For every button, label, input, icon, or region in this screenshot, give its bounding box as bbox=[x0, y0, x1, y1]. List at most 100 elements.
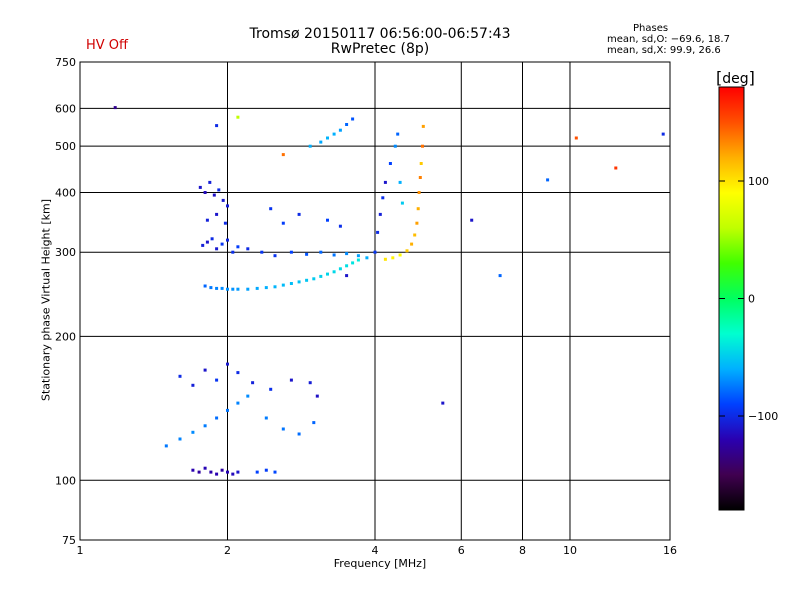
data-point bbox=[546, 178, 550, 182]
data-point bbox=[236, 401, 240, 405]
plot-frame bbox=[79, 61, 671, 541]
data-point bbox=[415, 221, 419, 225]
data-point bbox=[203, 368, 207, 372]
data-point bbox=[338, 128, 342, 132]
data-point bbox=[297, 212, 301, 216]
data-point bbox=[220, 468, 224, 472]
data-point bbox=[203, 466, 207, 470]
data-point bbox=[246, 247, 250, 251]
chart-title: Tromsø 20150117 06:56:00-06:57:43 bbox=[249, 26, 511, 42]
data-point bbox=[398, 253, 402, 257]
data-point bbox=[210, 237, 214, 241]
chart-subtitle: RwPretec (8p) bbox=[330, 41, 430, 57]
data-point bbox=[574, 136, 578, 140]
data-point bbox=[246, 287, 250, 291]
x-tick-label: 10 bbox=[563, 544, 577, 557]
data-point bbox=[269, 207, 273, 211]
data-point bbox=[312, 421, 316, 425]
data-point bbox=[178, 437, 182, 441]
data-point bbox=[326, 218, 329, 222]
data-point bbox=[236, 470, 240, 474]
y-tick-label: 75 bbox=[62, 534, 76, 547]
data-point bbox=[351, 261, 355, 265]
y-tick-label: 500 bbox=[55, 140, 76, 153]
data-point bbox=[356, 258, 360, 262]
data-point bbox=[289, 282, 293, 285]
data-point bbox=[255, 286, 259, 290]
data-point bbox=[400, 201, 404, 205]
data-point bbox=[418, 176, 422, 179]
data-point bbox=[281, 283, 285, 287]
data-point bbox=[308, 381, 312, 385]
data-point bbox=[365, 256, 369, 260]
data-point bbox=[381, 196, 385, 200]
data-points bbox=[113, 106, 665, 476]
data-point bbox=[226, 470, 229, 474]
data-point bbox=[345, 264, 349, 268]
x-tick-label: 2 bbox=[224, 544, 231, 557]
data-point bbox=[209, 286, 213, 290]
x-tick-label: 8 bbox=[519, 544, 526, 557]
x-tick-label: 4 bbox=[372, 544, 379, 557]
x-tick-label: 6 bbox=[458, 544, 465, 557]
data-point bbox=[388, 162, 392, 165]
data-point bbox=[231, 250, 235, 254]
data-point bbox=[319, 250, 323, 254]
data-point bbox=[217, 188, 221, 192]
grid-lines bbox=[79, 61, 671, 541]
data-point bbox=[396, 132, 400, 136]
data-point bbox=[215, 378, 219, 382]
data-point bbox=[416, 207, 420, 211]
data-point bbox=[297, 280, 301, 284]
data-point bbox=[305, 278, 309, 282]
data-point bbox=[221, 198, 225, 202]
data-point bbox=[383, 180, 387, 184]
data-point bbox=[356, 254, 360, 258]
x-axis-ticks: 1 2 4 6 8 10 16 bbox=[77, 544, 678, 557]
data-point bbox=[226, 362, 229, 366]
data-point bbox=[405, 249, 409, 253]
data-point bbox=[351, 117, 355, 121]
data-point bbox=[236, 371, 240, 375]
data-point bbox=[376, 230, 380, 234]
data-point bbox=[470, 218, 474, 222]
data-point bbox=[289, 250, 293, 254]
data-point bbox=[191, 383, 195, 387]
colorbar-unit-label: [deg] bbox=[716, 68, 755, 87]
data-point bbox=[498, 274, 502, 278]
data-point bbox=[197, 470, 201, 474]
data-point bbox=[113, 106, 117, 110]
data-point bbox=[203, 284, 207, 288]
data-point bbox=[164, 444, 168, 448]
data-point bbox=[332, 132, 336, 136]
data-point bbox=[208, 180, 212, 184]
data-point bbox=[226, 238, 229, 242]
y-axis-ticks: 75 100 200 300 400 500 600 750 bbox=[55, 56, 76, 547]
x-tick-label: 1 bbox=[77, 544, 84, 557]
data-point bbox=[417, 191, 421, 194]
data-point bbox=[223, 221, 227, 225]
data-point bbox=[220, 242, 224, 246]
data-point bbox=[383, 257, 387, 261]
data-point bbox=[236, 245, 240, 249]
data-point bbox=[661, 132, 665, 136]
data-point bbox=[398, 180, 402, 184]
data-point bbox=[289, 378, 293, 382]
data-point bbox=[308, 144, 312, 148]
colorbar-tick-label: 100 bbox=[748, 175, 769, 188]
data-point bbox=[393, 144, 397, 148]
data-point bbox=[338, 224, 342, 228]
data-point bbox=[215, 212, 219, 216]
data-point bbox=[614, 166, 618, 170]
colorbar-tick-label: 0 bbox=[748, 293, 755, 306]
phases-x-mode-stats: mean, sd,X: 99.9, 26.6 bbox=[607, 45, 721, 56]
data-point bbox=[373, 250, 377, 254]
y-tick-label: 200 bbox=[55, 330, 76, 343]
data-point bbox=[273, 470, 277, 474]
data-point bbox=[215, 286, 219, 290]
data-point bbox=[264, 416, 268, 420]
data-point bbox=[264, 468, 268, 472]
data-point bbox=[203, 424, 207, 428]
data-point bbox=[231, 287, 235, 291]
